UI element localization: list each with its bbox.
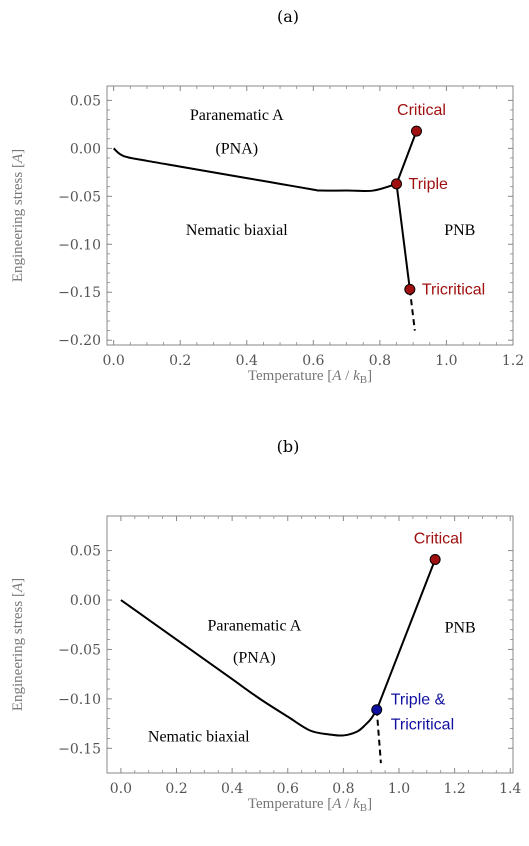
region-label: Paranematic A	[190, 107, 284, 124]
region-label: Nematic biaxial	[186, 222, 288, 239]
x-tick-label: 1.0	[388, 781, 410, 797]
region-label: Nematic biaxial	[148, 728, 250, 745]
x-tick-label: 1.0	[435, 353, 457, 369]
panel-b: (b) 0.0 0.2 0.4 0.6 0.8 1.0 1.2 1.4 0.05 0.00 −0.05…	[10, 437, 521, 814]
y-tick-label: −0.20	[58, 333, 101, 349]
phase-boundary-b-0	[120, 599, 378, 737]
y-tick-label: −0.10	[58, 237, 101, 253]
panel-label-a: (a)	[277, 7, 299, 26]
x-tick-label: 1.2	[443, 781, 465, 797]
y-tick-label: −0.05	[58, 189, 101, 205]
y-tick-label: −0.10	[58, 692, 101, 708]
phase-boundary-b-1	[375, 559, 437, 711]
panel-a: (a) 0.0 0.2 0.4 0.6 0.8 1.0 1.2 0.05 0.00 −0.05 −0.…	[10, 7, 524, 386]
x-tick-label: 0.0	[110, 781, 132, 797]
x-tick-label: 1.2	[502, 353, 524, 369]
point-marker-critical	[410, 125, 422, 137]
y-tick-label: −0.15	[58, 285, 101, 301]
phase-boundary-a-0	[112, 147, 397, 193]
point-label: Triple	[409, 176, 449, 193]
dashed-phase-boundary-a-3	[408, 289, 416, 331]
x-tick-label: 0.2	[165, 781, 187, 797]
x-tick-label: 0.8	[332, 781, 354, 797]
y-tick-label: 0.05	[70, 93, 101, 109]
point-marker-triple-tricritical	[371, 704, 383, 716]
point-label: Critical	[397, 102, 446, 119]
region-label: PNB	[445, 620, 476, 637]
region-label: PNB	[444, 222, 475, 239]
y-axis-label-b: Engineering stress [A]	[10, 578, 26, 711]
point-label: Triple & Tricritical	[391, 692, 454, 734]
y-tick-label: 0.00	[70, 141, 101, 157]
x-tick-label: 0.0	[103, 353, 125, 369]
point-marker-tricritical	[404, 283, 416, 295]
x-tick-label: 0.6	[277, 781, 299, 797]
y-tick-label: 0.00	[70, 593, 101, 609]
dashed-phase-boundary-b-2	[375, 709, 382, 764]
x-axis-label-b: Temperature [A / kB]	[248, 796, 372, 814]
region-label: (PNA)	[233, 649, 276, 666]
x-tick-label: 0.2	[169, 353, 191, 369]
region-label: (PNA)	[215, 140, 258, 157]
point-label: Tricritical	[422, 281, 485, 298]
x-axis-label-a: Temperature [A / kB]	[248, 368, 372, 386]
y-axis-label-a: Engineering stress [A]	[10, 149, 26, 282]
phase-boundary-a-1	[395, 130, 418, 185]
x-tick-label: 1.4	[499, 781, 521, 797]
x-tick-label: 0.4	[236, 353, 258, 369]
point-marker-critical	[429, 553, 441, 565]
y-tick-label: −0.15	[58, 741, 101, 757]
x-tick-label: 0.4	[221, 781, 243, 797]
phase-boundary-a-2	[395, 183, 411, 290]
y-tick-label: −0.05	[58, 642, 101, 658]
region-label: Paranematic A	[208, 618, 302, 635]
plot-frame-b	[106, 515, 514, 774]
point-label: Critical	[414, 530, 463, 547]
point-marker-triple	[391, 178, 403, 190]
x-tick-label: 0.8	[369, 353, 391, 369]
panel-label-b: (b)	[277, 437, 300, 456]
y-tick-label: 0.05	[70, 544, 101, 560]
x-tick-label: 0.6	[302, 353, 324, 369]
plot-frame-a	[106, 85, 514, 346]
